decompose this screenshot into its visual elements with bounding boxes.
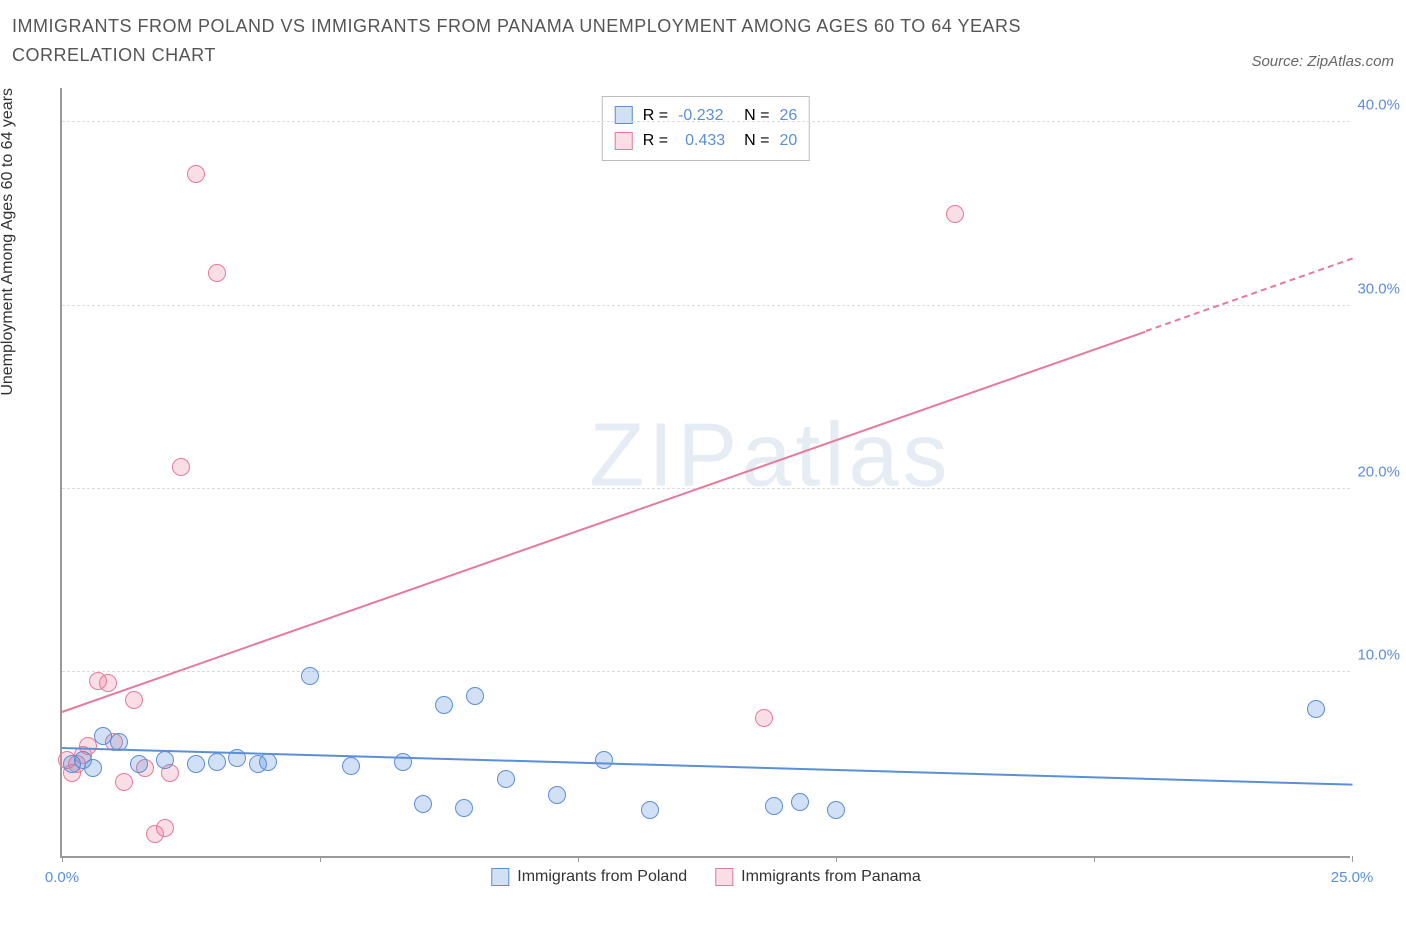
r-label: R = — [643, 103, 668, 129]
gridline — [62, 671, 1350, 672]
trend-line — [62, 330, 1146, 712]
n-label: N = — [744, 128, 769, 154]
poland-label: Immigrants from Poland — [517, 868, 687, 886]
data-point — [414, 795, 432, 813]
correlation-legend: R = -0.232 N = 26 R = 0.433 N = 20 — [602, 96, 810, 161]
data-point — [1307, 700, 1325, 718]
x-tick-label: 0.0% — [45, 869, 79, 886]
swatch-poland — [491, 868, 509, 886]
scatter-plot: ZIPatlas R = -0.232 N = 26 R = 0.433 N =… — [60, 88, 1350, 858]
y-tick-label: 30.0% — [1357, 280, 1400, 297]
x-tick — [320, 856, 321, 862]
data-point — [827, 801, 845, 819]
data-point — [130, 755, 148, 773]
data-point — [466, 687, 484, 705]
data-point — [172, 458, 190, 476]
data-point — [156, 751, 174, 769]
data-point — [946, 205, 964, 223]
panama-label: Immigrants from Panama — [741, 868, 921, 886]
x-tick — [836, 856, 837, 862]
data-point — [259, 753, 277, 771]
y-tick-label: 40.0% — [1357, 97, 1400, 114]
legend-item-poland: Immigrants from Poland — [491, 868, 687, 886]
x-tick — [1352, 856, 1353, 862]
gridline — [62, 305, 1350, 306]
panama-r-value: 0.433 — [678, 128, 734, 154]
watermark: ZIPatlas — [589, 405, 951, 508]
swatch-panama — [715, 868, 733, 886]
data-point — [115, 773, 133, 791]
source-citation: Source: ZipAtlas.com — [1251, 53, 1394, 70]
data-point — [187, 755, 205, 773]
x-tick — [578, 856, 579, 862]
data-point — [84, 759, 102, 777]
gridline — [62, 121, 1350, 122]
data-point — [435, 696, 453, 714]
data-point — [156, 819, 174, 837]
legend-item-panama: Immigrants from Panama — [715, 868, 921, 886]
data-point — [755, 709, 773, 727]
n-label: N = — [744, 103, 769, 129]
legend-row-panama: R = 0.433 N = 20 — [615, 128, 797, 154]
data-point — [455, 799, 473, 817]
y-axis-label: Unemployment Among Ages 60 to 64 years — [0, 88, 17, 396]
x-tick — [62, 856, 63, 862]
data-point — [548, 786, 566, 804]
data-point — [99, 674, 117, 692]
data-point — [497, 770, 515, 788]
data-point — [641, 801, 659, 819]
data-point — [208, 264, 226, 282]
data-point — [765, 797, 783, 815]
x-tick-label: 25.0% — [1331, 869, 1374, 886]
data-point — [125, 691, 143, 709]
data-point — [342, 757, 360, 775]
y-tick-label: 20.0% — [1357, 463, 1400, 480]
series-legend: Immigrants from Poland Immigrants from P… — [491, 868, 920, 886]
data-point — [595, 751, 613, 769]
poland-r-value: -0.232 — [678, 103, 734, 129]
y-tick-label: 10.0% — [1357, 647, 1400, 664]
poland-n-value: 26 — [779, 103, 797, 129]
x-tick — [1094, 856, 1095, 862]
chart-title: IMMIGRANTS FROM POLAND VS IMMIGRANTS FRO… — [12, 12, 1112, 70]
swatch-panama — [615, 132, 633, 150]
panama-n-value: 20 — [779, 128, 797, 154]
gridline — [62, 488, 1350, 489]
legend-row-poland: R = -0.232 N = 26 — [615, 103, 797, 129]
data-point — [208, 753, 226, 771]
trend-line-dashed — [1145, 258, 1352, 332]
r-label: R = — [643, 128, 668, 154]
data-point — [791, 793, 809, 811]
data-point — [187, 165, 205, 183]
chart-container: Unemployment Among Ages 60 to 64 years Z… — [12, 78, 1392, 898]
data-point — [301, 667, 319, 685]
